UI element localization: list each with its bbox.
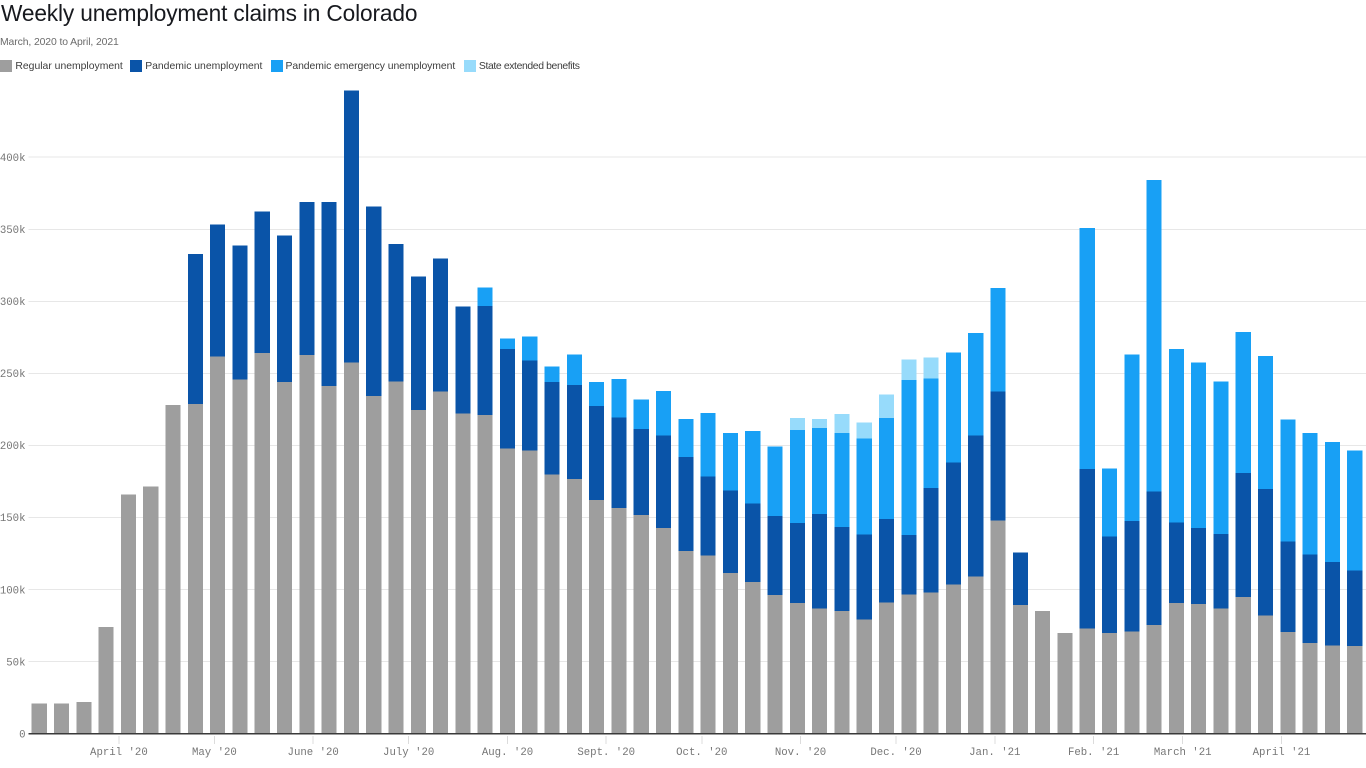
svg-text:250k: 250k [0, 369, 26, 381]
svg-text:Feb. '21: Feb. '21 [1068, 747, 1119, 759]
svg-text:300k: 300k [0, 297, 26, 309]
svg-text:Jan. '21: Jan. '21 [969, 747, 1020, 759]
svg-text:350k: 350k [0, 225, 26, 237]
svg-text:March '21: March '21 [1154, 747, 1212, 759]
svg-text:June '20: June '20 [288, 747, 339, 759]
svg-text:Oct. '20: Oct. '20 [676, 747, 727, 759]
svg-text:May '20: May '20 [192, 747, 237, 759]
svg-text:Sept. '20: Sept. '20 [577, 747, 635, 759]
svg-text:200k: 200k [0, 441, 26, 453]
svg-text:50k: 50k [6, 657, 25, 669]
svg-text:Dec. '20: Dec. '20 [870, 747, 921, 759]
svg-text:100k: 100k [0, 585, 26, 597]
svg-text:Nov. '20: Nov. '20 [775, 747, 826, 759]
svg-text:April '20: April '20 [90, 747, 148, 759]
svg-text:April '21: April '21 [1253, 747, 1311, 759]
svg-text:150k: 150k [0, 513, 26, 525]
svg-text:Aug. '20: Aug. '20 [482, 747, 533, 759]
svg-text:July '20: July '20 [383, 747, 434, 759]
svg-text:400k: 400k [0, 153, 26, 165]
svg-text:0: 0 [19, 729, 25, 741]
